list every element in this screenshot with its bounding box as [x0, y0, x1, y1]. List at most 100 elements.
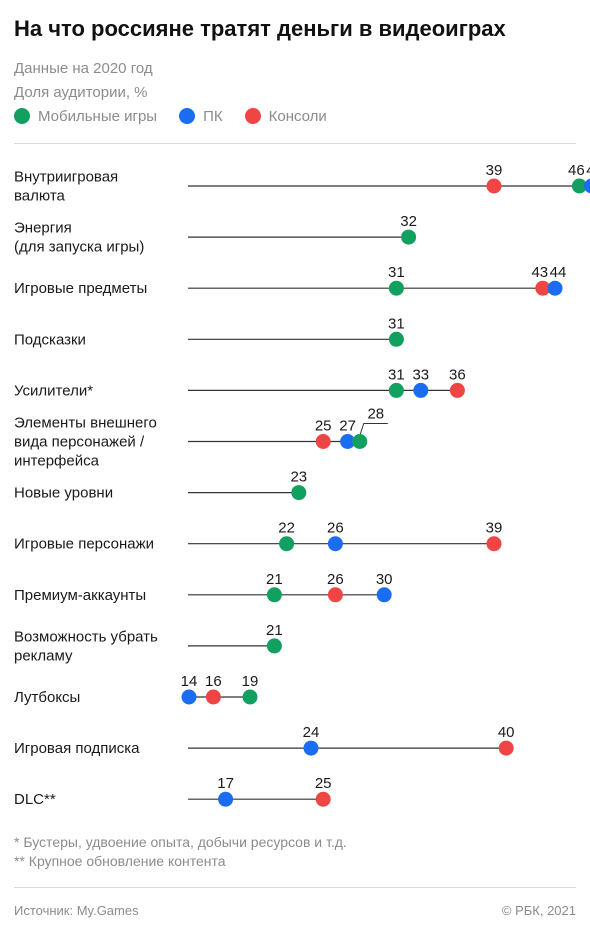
- legend: Мобильные игры ПК Консоли: [14, 104, 349, 128]
- leader-line: [359, 423, 388, 436]
- chart-title: На что россияне тратят деньги в видеоигр…: [14, 16, 506, 41]
- dot-mobile: [266, 638, 282, 654]
- dot-mobile: [401, 229, 417, 245]
- dot-console: [315, 434, 331, 449]
- chart-row: Лутбоксы 14 16 19: [14, 673, 258, 706]
- divider-top: [14, 143, 576, 144]
- category-label: DLC**: [14, 791, 56, 808]
- value-label: 24: [303, 724, 320, 741]
- dot-console: [315, 791, 331, 807]
- category-label: Лутбоксы: [14, 689, 80, 706]
- value-label: 26: [327, 520, 344, 537]
- dot-mobile: [388, 331, 404, 347]
- divider-bottom: [14, 887, 576, 888]
- chart-row: Новые уровни 23: [14, 469, 307, 502]
- value-label: 44: [550, 264, 567, 281]
- value-label: 22: [278, 520, 295, 537]
- category-label: рекламу: [14, 647, 73, 664]
- category-label: Игровые предметы: [14, 280, 147, 297]
- dot-mobile: [242, 689, 258, 705]
- chart-row: Игровая подписка 24 40: [14, 724, 515, 757]
- value-label: 16: [205, 673, 222, 690]
- value-label: 39: [486, 520, 503, 537]
- dot-pc: [584, 178, 590, 194]
- value-label: 23: [290, 469, 307, 486]
- category-label: Энергия: [14, 220, 72, 237]
- chart-row: DLC** 17 25: [14, 775, 332, 808]
- value-label: 31: [388, 366, 405, 383]
- value-label: 33: [412, 366, 429, 383]
- category-label: Премиум-аккаунты: [14, 587, 146, 604]
- dot-mobile: [266, 587, 282, 603]
- dot-pc: [303, 740, 319, 756]
- value-label: 43: [531, 264, 548, 281]
- legend-dot-console: [244, 108, 261, 124]
- value-label: 28: [367, 406, 384, 423]
- dot-console: [486, 178, 502, 194]
- dot-mobile: [388, 382, 404, 398]
- category-label: Новые уровни: [14, 485, 113, 502]
- chart-row: Игровые персонажи 22 26 39: [14, 520, 502, 553]
- dot-mobile: [291, 485, 307, 501]
- category-label: Внутриигровая: [14, 169, 118, 186]
- dot-mobile: [352, 434, 368, 449]
- chart-row: Элементы внешнего вида персонажей / интерф…: [14, 406, 388, 470]
- dot-console: [486, 536, 502, 552]
- value-label: 31: [388, 315, 405, 332]
- category-label: интерфейса: [14, 453, 100, 470]
- legend-label-mobile: Мобильные игры: [38, 107, 158, 125]
- chart-row: Подсказки 31: [14, 315, 405, 348]
- value-label: 32: [400, 213, 417, 230]
- value-label: 30: [376, 571, 393, 588]
- dot-pc: [218, 791, 234, 807]
- chart-row: Премиум-аккаунты 21 26 30: [14, 571, 393, 604]
- value-label: 39: [486, 162, 503, 179]
- value-label: 21: [266, 571, 283, 588]
- legend-label-console: Консоли: [268, 107, 327, 125]
- unit-label: Доля аудитории, %: [14, 84, 148, 101]
- category-label: Возможность убрать: [14, 628, 158, 645]
- category-label: Элементы внешнего: [14, 415, 157, 432]
- legend-dot-mobile: [14, 108, 30, 124]
- legend-item-mobile: Мобильные игры: [14, 108, 157, 125]
- value-label: 36: [449, 366, 466, 383]
- dot-mobile: [279, 536, 295, 552]
- dot-pc: [547, 280, 563, 296]
- value-label: 26: [327, 571, 344, 588]
- value-label: 47: [586, 162, 590, 179]
- copyright: © РБК, 2021: [501, 903, 576, 918]
- category-label: (для запуска игры): [14, 239, 144, 256]
- chart-row: Игровые предметы 31 43 44: [14, 264, 566, 297]
- value-label: 27: [339, 418, 356, 435]
- footnote-dlc: ** Крупное обновление контента: [14, 853, 226, 869]
- legend-dot-pc: [179, 108, 196, 124]
- footnote-boosters: * Бустеры, удвоение опыта, добычи ресурс…: [14, 834, 347, 850]
- value-label: 25: [315, 775, 332, 792]
- dot-pc: [181, 689, 197, 705]
- category-label: Игровая подписка: [14, 740, 140, 757]
- dot-console: [327, 587, 343, 603]
- dot-pc: [413, 382, 429, 398]
- dot-console: [498, 740, 514, 756]
- dot-console: [449, 382, 465, 398]
- value-label: 21: [266, 622, 283, 639]
- dot-mobile: [571, 178, 587, 194]
- value-label: 31: [388, 264, 405, 281]
- value-label: 19: [242, 673, 259, 690]
- legend-label-pc: ПК: [203, 107, 223, 125]
- value-label: 14: [181, 673, 198, 690]
- dot-pc: [340, 434, 356, 449]
- category-label: Игровые персонажи: [14, 536, 154, 553]
- chart-row: Внутриигровая валюта 39 4647: [14, 162, 590, 205]
- chart-row: Усилители* 31 33 36: [14, 366, 466, 399]
- category-label: валюта: [14, 188, 66, 205]
- value-label: 46: [568, 162, 585, 179]
- category-label: Усилители*: [14, 382, 93, 399]
- value-label: 40: [498, 724, 515, 741]
- dot-pc: [376, 587, 392, 603]
- value-label: 25: [315, 418, 332, 435]
- category-label: Подсказки: [14, 331, 86, 348]
- legend-item-console: Консоли: [244, 107, 327, 125]
- category-label: вида персонажей /: [14, 434, 145, 451]
